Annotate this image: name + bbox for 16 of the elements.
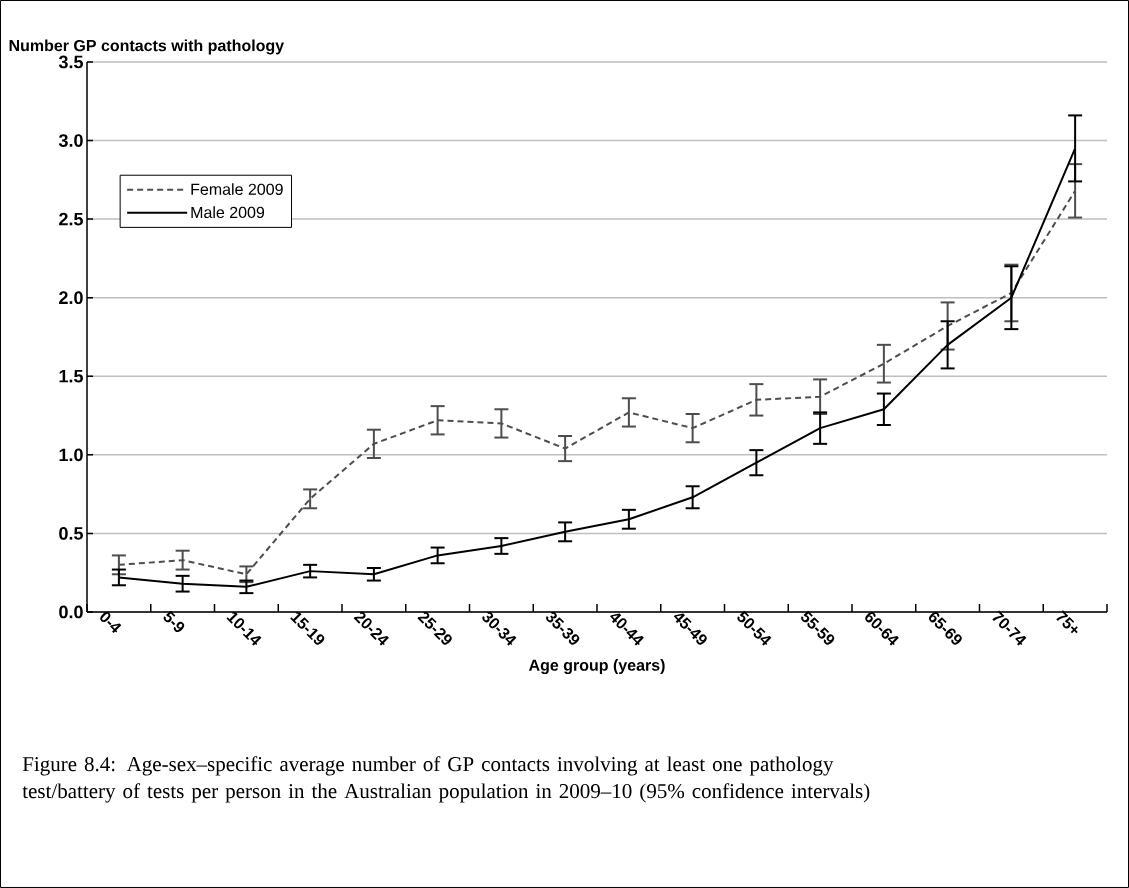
legend-label: Male 2009 bbox=[191, 206, 265, 219]
y-tick-label: 0.0 bbox=[59, 605, 83, 619]
y-tick-label: 3.5 bbox=[58, 55, 83, 69]
y-axis-title: Number GP contacts with pathology bbox=[9, 39, 285, 55]
y-tick-label: 3.0 bbox=[58, 134, 83, 147]
x-axis-title: Age group (years) bbox=[528, 659, 665, 675]
x-tick-label: 0-4 bbox=[100, 611, 122, 634]
x-tick-label: 75+ bbox=[1056, 610, 1078, 634]
y-tick-label: 2.0 bbox=[59, 291, 83, 305]
y-tick-label: 1.5 bbox=[59, 369, 83, 383]
x-tick-label: 5-9 bbox=[163, 610, 185, 633]
legend-label: Female 2009 bbox=[191, 183, 283, 195]
y-tick-label: 1.0 bbox=[59, 448, 83, 462]
y-tick-label: 2.5 bbox=[59, 212, 83, 226]
y-tick-label: 0.5 bbox=[59, 527, 83, 540]
caption: Figure 8.4: Age-sex–specific average number of GP contacts involving at least one pathology test/battery of tests per person in the Australian population in 2009–10 (95% confidence intervals) bbox=[22, 756, 870, 803]
